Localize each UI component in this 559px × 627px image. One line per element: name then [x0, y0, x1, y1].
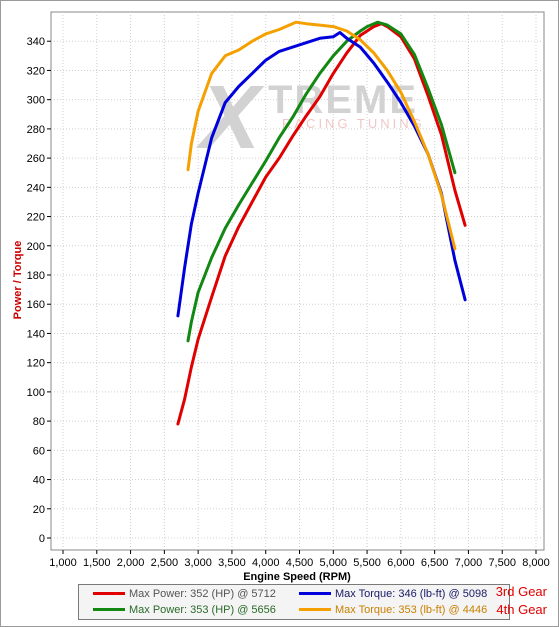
y-tick-label: 60: [33, 445, 45, 457]
x-tick-label: 1,500: [83, 557, 111, 569]
watermark-tagline: RACING TUNING: [282, 116, 425, 131]
x-tick-label: 7,000: [455, 557, 483, 569]
x-tick-label: 8,000: [522, 557, 550, 569]
x-tick-labels: 1,000 1,500 2,000 2,500 3,000 3,500 4,000 4,500…: [49, 557, 550, 569]
y-tick-label: 260: [27, 153, 45, 165]
x-tick-label: 7,500: [488, 557, 516, 569]
x-tick-label: 6,000: [387, 557, 415, 569]
watermark-x: X: [195, 68, 265, 168]
x-tick-label: 4,500: [286, 557, 314, 569]
legend-label-torque-3rd: Max Torque: 346 (lb-ft) @ 5098: [335, 588, 488, 600]
x-tick-label: 3,500: [218, 557, 246, 569]
legend-item-power-4th: Max Power: 353 (HP) @ 5656: [87, 602, 276, 618]
y-tick-label: 40: [33, 475, 45, 487]
y-tick-label: 140: [27, 328, 45, 340]
x-tick-label: 2,500: [151, 557, 179, 569]
legend-label-torque-4th: Max Torque: 353 (lb-ft) @ 4446: [335, 604, 488, 616]
plot-area: [50, 11, 545, 551]
legend-swatch-torque-3rd: [299, 592, 331, 595]
legend: Max Power: 352 (HP) @ 5712 Max Torque: 3…: [78, 584, 510, 620]
y-tick-label: 100: [27, 387, 45, 399]
y-tick-label: 320: [27, 65, 45, 77]
y-tick-label: 80: [33, 416, 45, 428]
series-line-3rd-gear-power: [176, 22, 467, 426]
legend-item-torque-3rd: Max Torque: 346 (lb-ft) @ 5098: [293, 586, 487, 602]
legend-swatch-torque-4th: [299, 608, 331, 611]
y-axis-title: Power / Torque: [12, 241, 24, 320]
legend-swatch-power-4th: [93, 608, 125, 611]
series-line-4th-gear-power: [186, 20, 457, 343]
x-tick-label: 4,000: [252, 557, 280, 569]
y-tick-label: 120: [27, 358, 45, 370]
y-tick-label: 220: [27, 212, 45, 224]
grid-lines: [47, 12, 544, 554]
x-tick-label: 5,500: [353, 557, 381, 569]
series-line-4th-gear-torque: [186, 20, 457, 251]
legend-swatch-power-3rd: [93, 592, 125, 595]
gear-label-4th: 4th Gear: [496, 602, 547, 617]
y-tick-labels: 0 20 40 60 80 100 120 140 160 180 200 220 240 260 280 3…: [27, 36, 45, 545]
y-tick-label: 280: [27, 124, 45, 136]
series-lines: [176, 20, 467, 426]
gear-label-3rd: 3rd Gear: [495, 584, 547, 599]
legend-item-torque-4th: Max Torque: 353 (lb-ft) @ 4446: [293, 602, 487, 618]
y-tick-label: 300: [27, 95, 45, 107]
x-tick-label: 5,000: [320, 557, 348, 569]
x-tick-label: 2,000: [117, 557, 145, 569]
x-axis-title: Engine Speed (RPM): [243, 571, 351, 583]
y-tick-label: 240: [27, 182, 45, 194]
x-tick-label: 1,000: [49, 557, 77, 569]
y-tick-label: 160: [27, 299, 45, 311]
legend-label-power-4th: Max Power: 353 (HP) @ 5656: [129, 604, 276, 616]
y-tick-label: 180: [27, 270, 45, 282]
legend-label-power-3rd: Max Power: 352 (HP) @ 5712: [129, 588, 276, 600]
series-line-3rd-gear-torque: [176, 31, 467, 318]
y-tick-label: 0: [39, 533, 45, 545]
legend-item-power-3rd: Max Power: 352 (HP) @ 5712: [87, 586, 276, 602]
x-tick-label: 6,500: [421, 557, 449, 569]
y-tick-label: 200: [27, 241, 45, 253]
x-tick-label: 3,000: [184, 557, 212, 569]
y-tick-label: 20: [33, 504, 45, 516]
y-tick-label: 340: [27, 36, 45, 48]
